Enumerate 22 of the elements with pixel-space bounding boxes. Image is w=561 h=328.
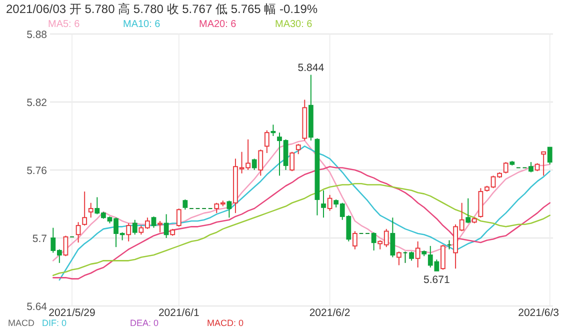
line-series — [52, 182, 551, 276]
annotation: 5.671 — [424, 274, 450, 286]
x-tick-label: 2021/6/3 — [518, 307, 560, 319]
text: MACD — [8, 318, 35, 328]
text: MA20: 6 — [199, 19, 237, 30]
text: MA30: 6 — [275, 19, 313, 30]
line-series — [52, 140, 551, 262]
annotation: 5.844 — [298, 62, 324, 74]
text: DEA: 0 — [130, 318, 159, 328]
y-tick-label: 5.88 — [26, 29, 48, 41]
text: DIF: 0 — [42, 318, 67, 328]
text: MA10: 6 — [123, 19, 161, 30]
y-tick-label: 5.76 — [26, 165, 48, 177]
text: MA5: 6 — [48, 19, 80, 30]
x-tick-label: 2021/6/1 — [158, 307, 200, 319]
x-tick-label: 2021/6/2 — [309, 307, 350, 319]
text: MACD: 0 — [207, 318, 244, 328]
y-tick-label: 5.64 — [26, 301, 48, 313]
y-tick-label: 5.7 — [32, 233, 48, 245]
chart-title: 2021/06/03 开 5.780 高 5.780 收 5.767 低 5.765 幅 -0.19% — [6, 2, 318, 16]
x-tick-label: 2021/5/29 — [48, 307, 96, 319]
y-tick-label: 5.82 — [26, 97, 48, 109]
